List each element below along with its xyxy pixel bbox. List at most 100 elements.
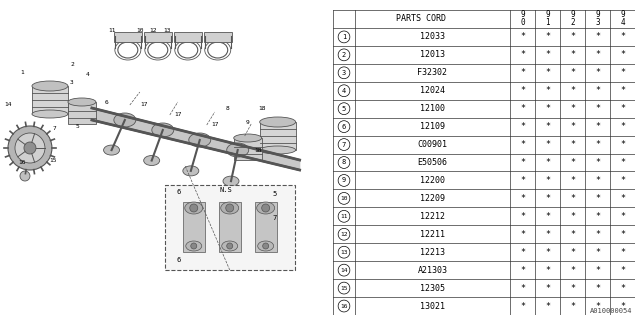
Circle shape: [24, 142, 36, 154]
Text: *: *: [545, 68, 550, 77]
Bar: [255, 202, 276, 252]
Text: *: *: [595, 50, 600, 59]
Ellipse shape: [68, 98, 96, 106]
Text: *: *: [620, 230, 625, 239]
Text: *: *: [545, 122, 550, 131]
Text: *: *: [520, 230, 525, 239]
Text: *: *: [620, 194, 625, 203]
Ellipse shape: [32, 110, 68, 118]
Text: *: *: [570, 140, 575, 149]
Bar: [144, 32, 172, 42]
Text: 12: 12: [340, 232, 348, 237]
Text: *: *: [520, 194, 525, 203]
Ellipse shape: [260, 146, 296, 154]
Circle shape: [8, 126, 52, 170]
Text: *: *: [520, 104, 525, 113]
Circle shape: [20, 171, 30, 181]
Text: *: *: [520, 176, 525, 185]
Text: *: *: [570, 86, 575, 95]
Text: *: *: [520, 68, 525, 77]
Text: 5: 5: [76, 124, 80, 130]
Text: *: *: [545, 212, 550, 221]
Ellipse shape: [227, 143, 249, 157]
Text: 9
3: 9 3: [595, 11, 600, 28]
Text: *: *: [620, 248, 625, 257]
Circle shape: [262, 204, 269, 212]
Text: *: *: [545, 140, 550, 149]
Ellipse shape: [234, 134, 262, 142]
Text: *: *: [620, 32, 625, 41]
Text: PARTS CORD: PARTS CORD: [397, 14, 447, 23]
Text: *: *: [520, 248, 525, 257]
Text: 10: 10: [340, 196, 348, 201]
Text: 6: 6: [177, 189, 181, 195]
Text: *: *: [620, 284, 625, 292]
Text: *: *: [520, 140, 525, 149]
Text: 12211: 12211: [420, 230, 445, 239]
Text: *: *: [545, 176, 550, 185]
Text: 9: 9: [246, 119, 250, 124]
Text: 13021: 13021: [420, 301, 445, 310]
Text: 7: 7: [273, 215, 277, 221]
FancyBboxPatch shape: [165, 185, 294, 270]
Text: *: *: [520, 86, 525, 95]
Text: 12305: 12305: [420, 284, 445, 292]
Ellipse shape: [221, 241, 237, 251]
Text: *: *: [520, 32, 525, 41]
Circle shape: [227, 243, 233, 249]
Ellipse shape: [189, 133, 211, 147]
Text: 6: 6: [177, 257, 181, 263]
Text: 18: 18: [258, 106, 266, 110]
Text: *: *: [595, 140, 600, 149]
Text: *: *: [545, 266, 550, 275]
Text: *: *: [545, 284, 550, 292]
Text: 2: 2: [70, 62, 74, 68]
Text: 15: 15: [340, 285, 348, 291]
Circle shape: [15, 133, 45, 163]
Ellipse shape: [223, 176, 239, 186]
Text: 12209: 12209: [420, 194, 445, 203]
Text: 12200: 12200: [420, 176, 445, 185]
Text: 17: 17: [211, 123, 218, 127]
Text: *: *: [570, 50, 575, 59]
Ellipse shape: [152, 123, 174, 137]
Text: *: *: [595, 68, 600, 77]
Bar: [204, 32, 232, 42]
Text: 11: 11: [108, 28, 116, 33]
Text: 12213: 12213: [420, 248, 445, 257]
Circle shape: [191, 243, 196, 249]
Text: 12024: 12024: [420, 86, 445, 95]
Text: 12100: 12100: [420, 104, 445, 113]
Text: *: *: [595, 104, 600, 113]
Text: *: *: [620, 50, 625, 59]
Text: *: *: [570, 176, 575, 185]
Text: *: *: [595, 266, 600, 275]
Text: 1: 1: [342, 34, 346, 40]
Bar: [32, 86, 68, 114]
Text: *: *: [570, 212, 575, 221]
Text: 18: 18: [254, 148, 261, 153]
Text: *: *: [520, 122, 525, 131]
Text: *: *: [595, 86, 600, 95]
Text: *: *: [620, 122, 625, 131]
Text: 7: 7: [342, 141, 346, 148]
Text: *: *: [595, 284, 600, 292]
Ellipse shape: [144, 156, 159, 165]
Text: *: *: [595, 194, 600, 203]
Text: 4: 4: [342, 88, 346, 94]
Text: *: *: [620, 86, 625, 95]
Text: 11: 11: [340, 214, 348, 219]
Ellipse shape: [260, 117, 296, 127]
Ellipse shape: [183, 166, 199, 176]
Text: *: *: [595, 212, 600, 221]
Text: 8: 8: [226, 106, 230, 110]
Text: *: *: [570, 122, 575, 131]
Text: *: *: [570, 230, 575, 239]
Text: *: *: [620, 176, 625, 185]
Text: *: *: [570, 248, 575, 257]
Text: *: *: [545, 104, 550, 113]
Text: *: *: [595, 301, 600, 310]
Text: E50506: E50506: [417, 158, 447, 167]
Text: *: *: [520, 50, 525, 59]
Text: 12033: 12033: [420, 32, 445, 41]
